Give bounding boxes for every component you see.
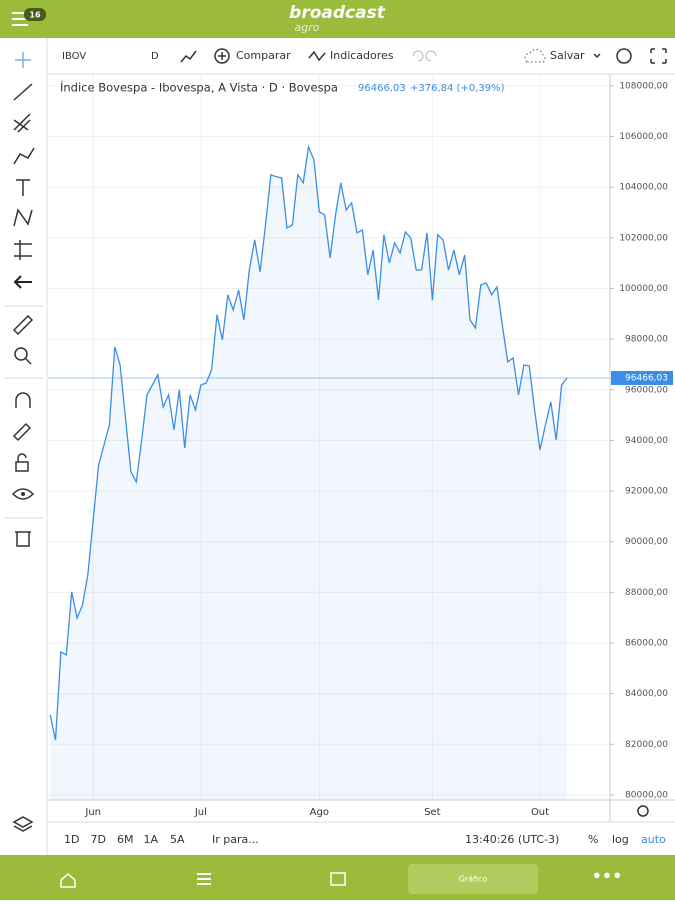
save[interactable]: Salvar xyxy=(550,49,585,62)
delete[interactable] xyxy=(15,531,31,547)
log[interactable]: log xyxy=(612,833,629,846)
left-toolbar xyxy=(0,38,47,855)
percent[interactable]: % xyxy=(588,833,598,846)
x-tick-label: Ago xyxy=(310,807,329,818)
symbol[interactable]: IBOV xyxy=(62,51,86,62)
measure-tools[interactable] xyxy=(12,314,34,365)
compare-icon[interactable] xyxy=(214,48,230,64)
nav-grid[interactable] xyxy=(330,872,346,886)
badge-bg xyxy=(24,8,46,21)
interval[interactable]: D xyxy=(151,51,159,62)
ranges: 1D 7D 6M 1A 5A xyxy=(64,833,185,846)
plot-area xyxy=(48,74,610,800)
save-icon[interactable] xyxy=(524,48,546,63)
y-tick-label: 90000,00 xyxy=(625,537,668,547)
range-button[interactable]: 6M xyxy=(117,833,134,846)
range-button[interactable]: 1D xyxy=(64,833,79,846)
top-bar xyxy=(0,0,675,38)
compare-plus xyxy=(218,52,226,60)
y-tick-label: 106000,00 xyxy=(619,132,668,142)
logo-sub: agro xyxy=(295,21,320,34)
indicators-icon[interactable] xyxy=(308,50,326,62)
nav-active[interactable]: Gráfico xyxy=(459,875,488,884)
fullscreen[interactable] xyxy=(650,48,667,64)
chart-title: Índice Bovespa - Ibovespa, A Vista · D ·… xyxy=(60,80,338,95)
range-button[interactable]: 1A xyxy=(144,833,159,846)
x-tick-label: Jul xyxy=(194,807,207,818)
badge: 16 xyxy=(29,11,41,20)
header-change: +376,84 (+0,39%) xyxy=(410,83,505,94)
indicators[interactable]: Indicadores xyxy=(330,49,394,62)
settings[interactable] xyxy=(616,48,632,64)
x-tick-label: Out xyxy=(531,807,549,818)
chart-style-icon[interactable] xyxy=(180,50,197,63)
goto[interactable]: Ir para... xyxy=(212,833,259,846)
nav-active-bg[interactable] xyxy=(408,864,538,894)
y-tick-label: 94000,00 xyxy=(625,436,668,446)
undo-redo[interactable] xyxy=(412,50,437,62)
y-tick-label: 104000,00 xyxy=(619,183,668,193)
y-tick-label: 86000,00 xyxy=(625,638,668,648)
y-tick-label: 96000,00 xyxy=(625,385,668,395)
logo: broadcast xyxy=(289,3,386,23)
save-caret[interactable] xyxy=(593,53,601,59)
y-tick-label: 92000,00 xyxy=(625,487,668,497)
range-button[interactable]: 7D xyxy=(91,833,106,846)
bottom-nav xyxy=(0,855,675,900)
x-tick-label: Jun xyxy=(84,807,101,818)
y-tick-label: 82000,00 xyxy=(625,740,668,750)
price-line xyxy=(49,144,568,741)
y-tick-label: 80000,00 xyxy=(625,790,668,800)
lock-tools[interactable] xyxy=(11,392,35,500)
y-tick-label: 88000,00 xyxy=(625,588,668,598)
y-tick-label: 100000,00 xyxy=(619,284,668,294)
toolbar xyxy=(0,38,675,74)
area xyxy=(50,146,567,800)
x-tick-label: Set xyxy=(424,807,441,818)
nav-home[interactable] xyxy=(60,873,76,888)
last-price-box xyxy=(611,370,673,385)
drawing-tools[interactable] xyxy=(13,52,35,289)
y-tick-label: 98000,00 xyxy=(625,335,668,345)
layers[interactable] xyxy=(12,816,34,832)
last-price-label: 96466,03 xyxy=(625,373,668,383)
y-tick-label: 102000,00 xyxy=(619,233,668,243)
header-price: 96466,03 xyxy=(358,83,406,94)
nav-list[interactable] xyxy=(197,873,211,885)
axis-settings[interactable] xyxy=(637,805,649,817)
range-button[interactable]: 5A xyxy=(170,833,185,846)
auto[interactable]: auto xyxy=(641,833,666,846)
y-tick-label: 84000,00 xyxy=(625,689,668,699)
nav-more[interactable]: ••• xyxy=(592,867,623,886)
y-tick-label: 108000,00 xyxy=(619,81,668,91)
compare[interactable]: Comparar xyxy=(236,49,291,62)
clock: 13:40:26 (UTC-3) xyxy=(465,833,559,846)
